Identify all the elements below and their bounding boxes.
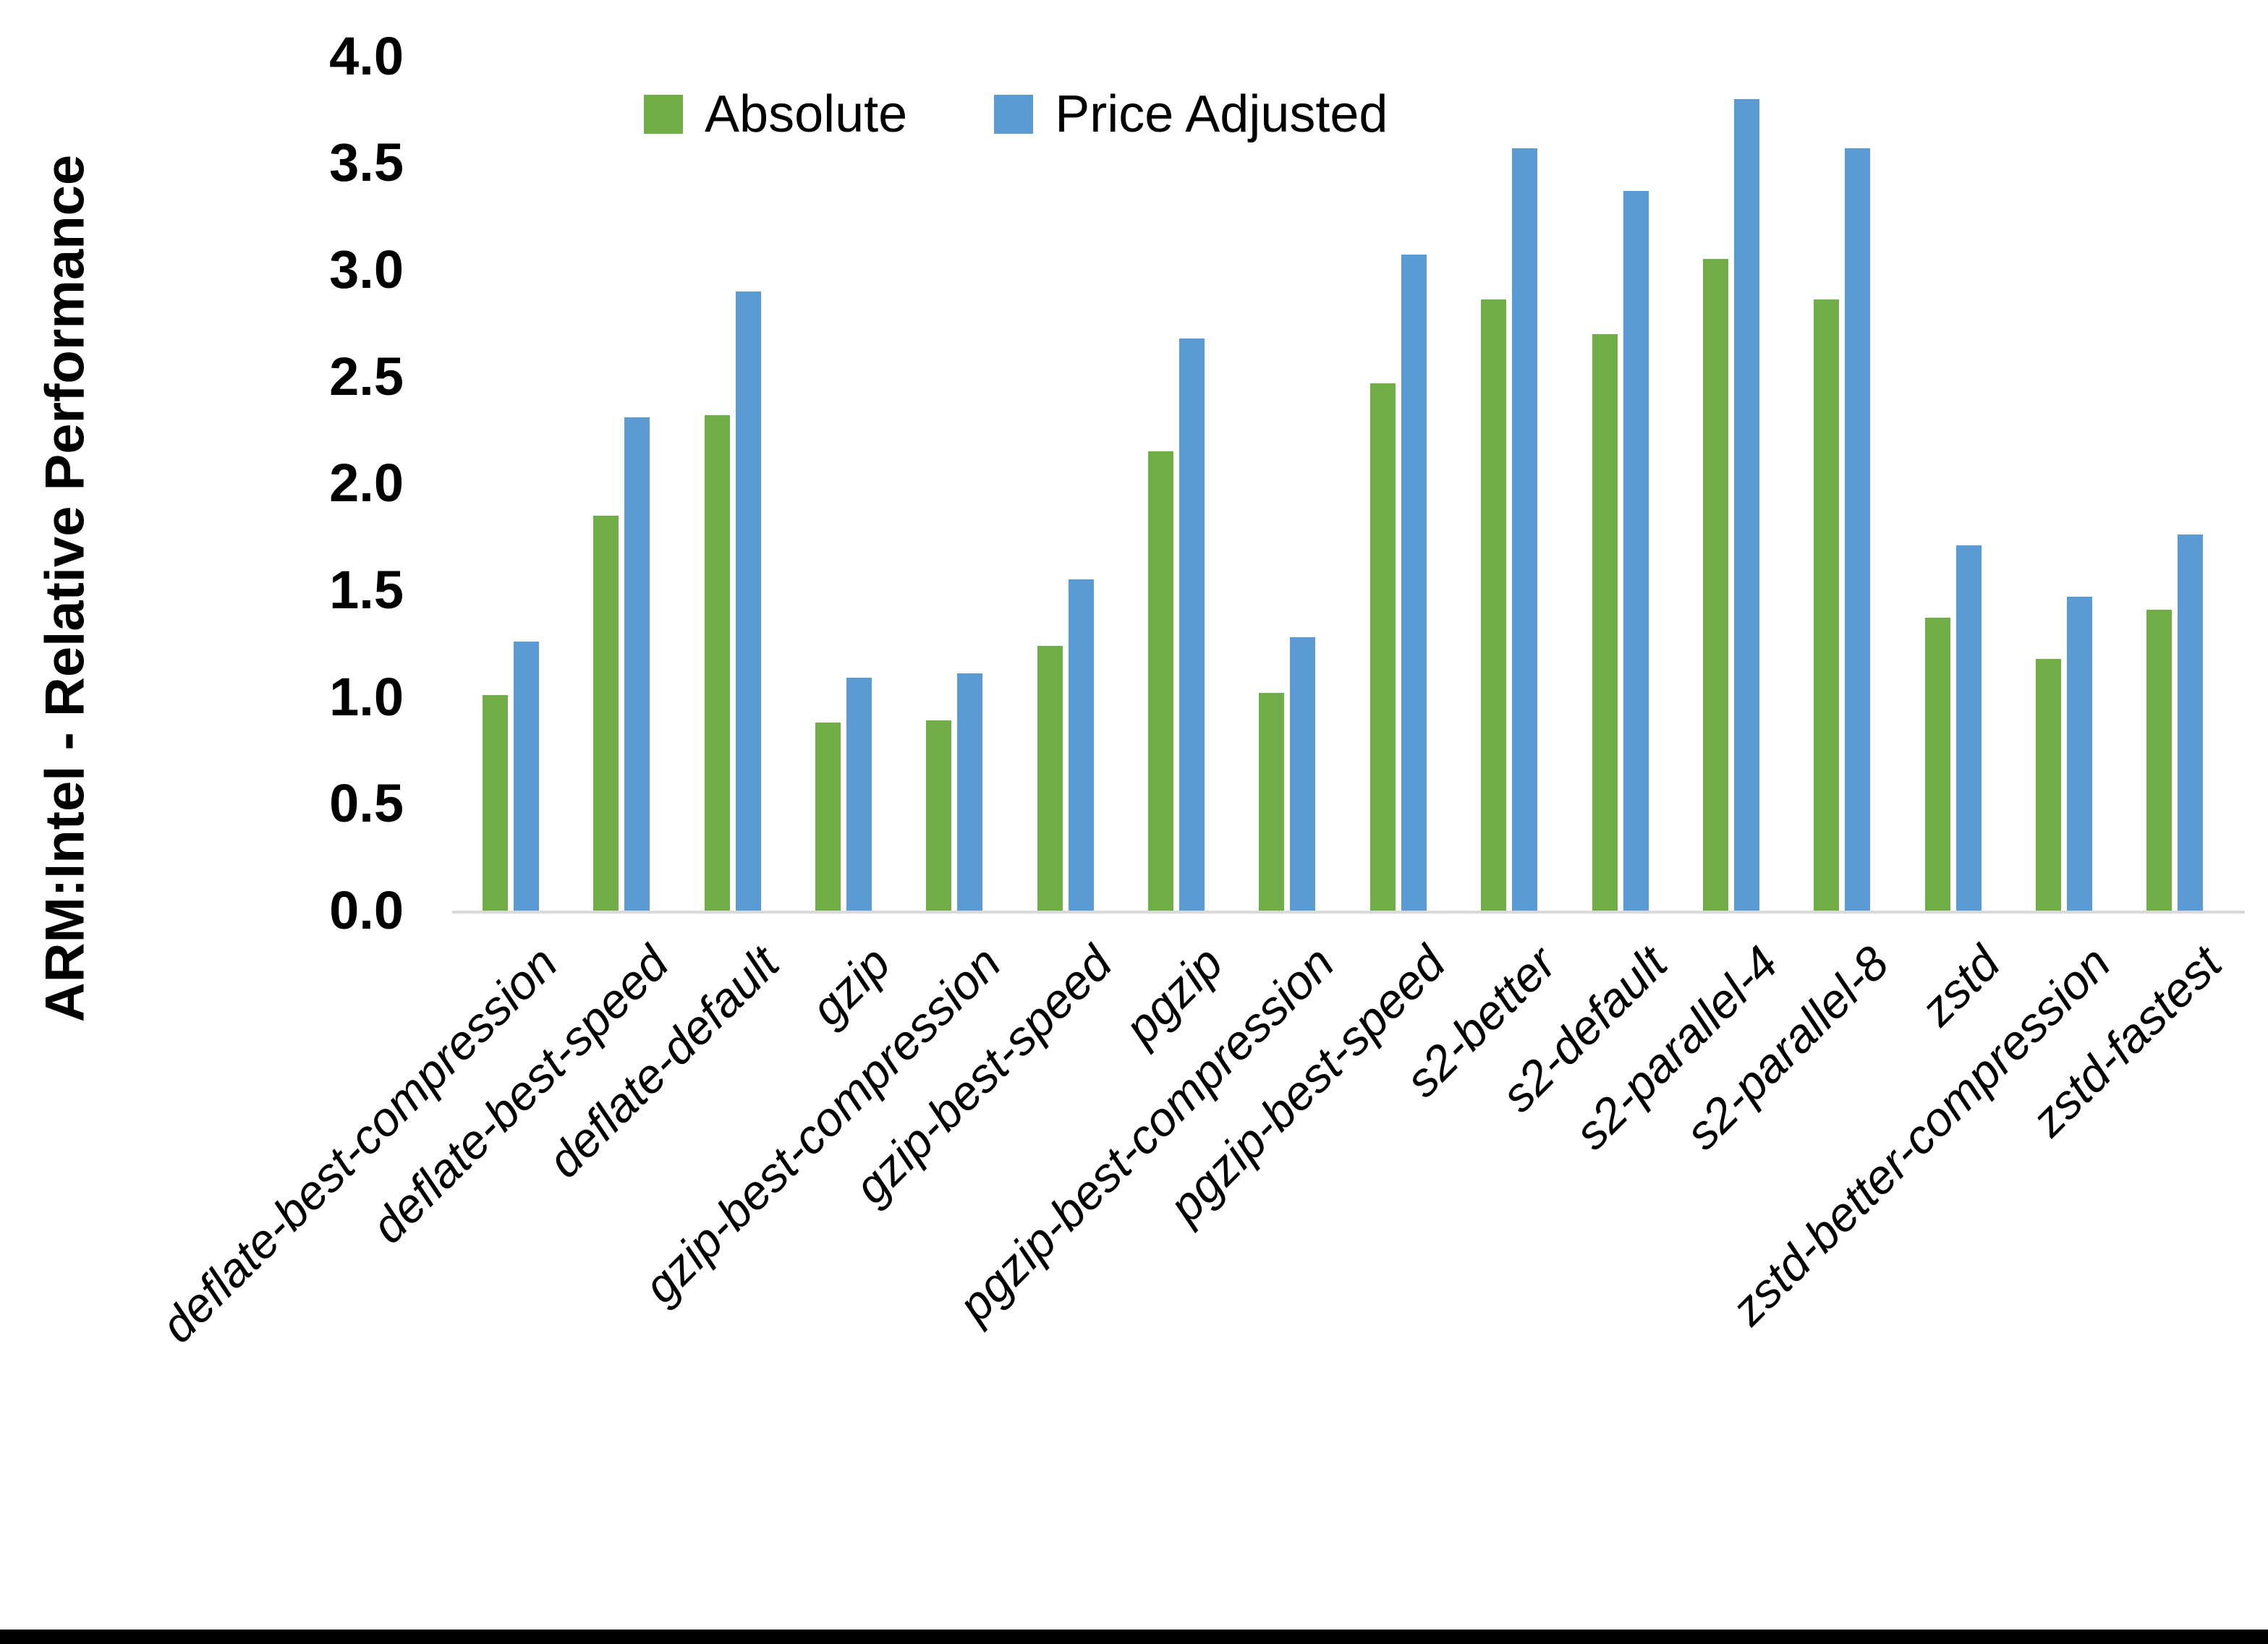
bar-absolute-pgzip-best-speed: [1370, 383, 1396, 911]
bar-absolute-pgzip: [1148, 451, 1173, 911]
bar-price-adjusted-pgzip: [1179, 338, 1205, 911]
bottom-border: [0, 1630, 2268, 1644]
y-tick-label: 1.5: [329, 560, 404, 621]
bar-absolute-zstd-fastest: [2146, 610, 2172, 911]
bar-absolute-s2-default: [1592, 334, 1618, 911]
bar-absolute-gzip: [815, 723, 841, 911]
bar-price-adjusted-pgzip-best-compression: [1290, 637, 1315, 911]
bar-price-adjusted-s2-default: [1623, 191, 1649, 911]
x-category-label-gzip: gzip: [800, 935, 901, 1036]
y-tick-label: 1.0: [329, 666, 404, 727]
bar-absolute-zstd: [1925, 618, 1950, 911]
bar-price-adjusted-s2-parallel-8: [1845, 148, 1870, 911]
bar-price-adjusted-s2-better: [1512, 148, 1537, 911]
x-axis-line: [452, 911, 2245, 913]
bar-price-adjusted-gzip: [846, 678, 872, 911]
bar-absolute-deflate-best-speed: [593, 516, 619, 911]
legend-swatch-price-adjusted: [994, 95, 1034, 134]
y-axis-title: ARM:Intel - Relative Performance: [34, 154, 96, 1023]
legend-item-price-adjusted: Price Adjusted: [994, 88, 1388, 140]
legend-swatch-absolute: [644, 95, 683, 134]
bar-absolute-zstd-better-compression: [2036, 659, 2061, 911]
bar-absolute-deflate-default: [705, 415, 730, 911]
bar-price-adjusted-pgzip-best-speed: [1401, 255, 1427, 911]
legend-label-absolute: Absolute: [705, 85, 908, 143]
bar-absolute-s2-parallel-8: [1814, 299, 1839, 911]
bar-absolute-gzip-best-speed: [1037, 646, 1063, 911]
bar-price-adjusted-deflate-default: [736, 291, 761, 911]
bar-absolute-pgzip-best-compression: [1259, 693, 1284, 911]
y-tick-label: 3.5: [329, 132, 404, 193]
bar-price-adjusted-deflate-best-speed: [624, 417, 650, 911]
y-tick-label: 0.5: [329, 773, 404, 834]
legend-item-absolute: Absolute: [644, 88, 907, 140]
y-tick-label: 2.0: [329, 453, 404, 514]
bar-absolute-deflate-best-compression: [483, 695, 508, 911]
bar-price-adjusted-deflate-best-compression: [514, 642, 539, 911]
bar-price-adjusted-s2-parallel-4: [1734, 99, 1759, 911]
y-tick-label: 2.5: [329, 346, 404, 406]
bar-price-adjusted-gzip-best-speed: [1069, 579, 1094, 911]
bar-price-adjusted-zstd: [1956, 545, 1982, 911]
legend: Absolute Price Adjusted: [644, 88, 1388, 140]
bar-price-adjusted-gzip-best-compression: [957, 673, 982, 911]
y-tick-label: 0.0: [329, 880, 404, 940]
legend-label-price-adjusted: Price Adjusted: [1055, 85, 1388, 143]
bar-absolute-gzip-best-compression: [926, 720, 951, 911]
x-category-label-zstd: zstd: [1909, 935, 2010, 1036]
bar-price-adjusted-zstd-fastest: [2178, 534, 2203, 911]
bar-price-adjusted-zstd-better-compression: [2067, 597, 2092, 911]
bar-absolute-s2-better: [1481, 299, 1506, 911]
bar-absolute-s2-parallel-4: [1703, 259, 1728, 911]
y-tick-label: 4.0: [329, 25, 404, 86]
y-tick-label: 3.0: [329, 239, 404, 300]
